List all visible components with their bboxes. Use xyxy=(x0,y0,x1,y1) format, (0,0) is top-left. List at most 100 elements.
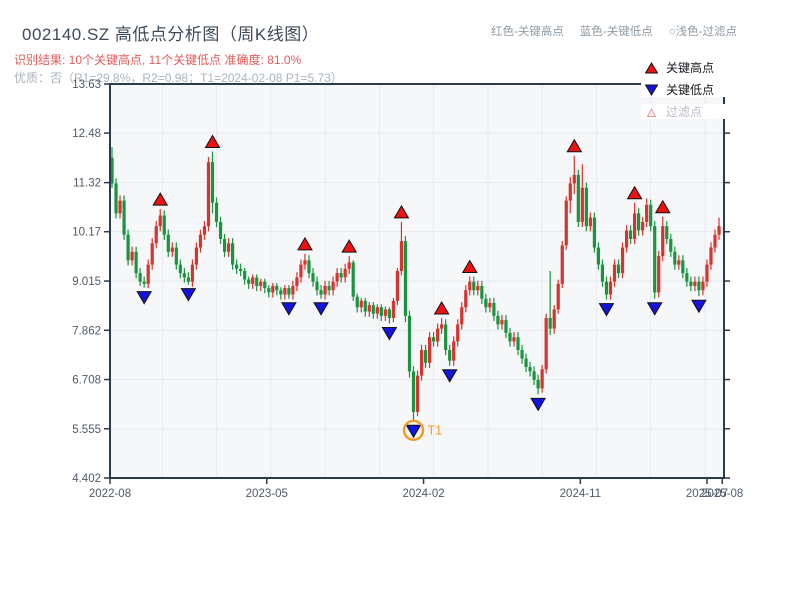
candle xyxy=(444,324,448,350)
candle xyxy=(588,217,592,227)
legend-label-key-low: 关键低点 xyxy=(666,82,715,97)
key-high-marker xyxy=(461,259,478,274)
candle xyxy=(600,264,605,282)
candle xyxy=(367,305,371,312)
candle xyxy=(564,200,568,246)
candle xyxy=(685,273,689,282)
candle xyxy=(468,281,472,291)
candle xyxy=(202,226,207,235)
candle xyxy=(415,375,420,412)
key-low-marker xyxy=(530,397,546,412)
candle xyxy=(363,300,367,312)
candle xyxy=(327,285,331,291)
candle xyxy=(323,285,327,295)
candle xyxy=(628,230,633,239)
color-hint-legend: 红色-关键高点 蓝色-关键低点 ○浅色-过滤点 xyxy=(491,23,737,39)
candle xyxy=(496,315,500,325)
candle xyxy=(375,307,379,314)
filtered-triangle-icon xyxy=(646,107,657,117)
candle xyxy=(596,247,601,265)
candle xyxy=(423,349,428,363)
candle xyxy=(166,234,170,252)
candle xyxy=(170,247,174,252)
x-tick-label: 2023-05 xyxy=(246,488,288,500)
candle xyxy=(263,281,267,289)
candle xyxy=(359,300,363,308)
candle xyxy=(226,243,231,252)
key-low-marker xyxy=(281,302,297,316)
y-tick-label: 4.402 xyxy=(72,473,101,485)
candle xyxy=(524,358,528,368)
x-tick-label: 2024-02 xyxy=(402,488,444,500)
key-low-marker xyxy=(646,302,663,316)
key-low-marker xyxy=(598,303,615,317)
candle xyxy=(464,290,468,308)
candle xyxy=(653,226,657,293)
candle xyxy=(669,238,673,252)
candle xyxy=(399,241,404,272)
candle xyxy=(432,337,436,342)
candle xyxy=(319,290,323,295)
candle xyxy=(235,264,239,269)
candle xyxy=(206,162,211,227)
candle xyxy=(624,230,629,248)
candle xyxy=(182,273,186,278)
key-low-marker xyxy=(691,299,707,314)
candle xyxy=(713,234,717,248)
candle xyxy=(307,260,311,274)
candle xyxy=(391,300,395,318)
candle xyxy=(641,221,645,231)
candle xyxy=(379,307,383,316)
candle xyxy=(419,349,424,376)
candle xyxy=(500,320,504,325)
y-tick-label: 5.555 xyxy=(72,424,101,436)
candle xyxy=(130,251,134,261)
candle xyxy=(508,332,512,342)
candle xyxy=(456,324,460,342)
chart-legend: 关键高点 关键低点 过滤点 xyxy=(641,60,741,119)
candle xyxy=(299,264,303,278)
hint-key-high: 红色-关键高点 xyxy=(491,26,564,38)
t1-circle-annotation xyxy=(402,419,425,441)
candle xyxy=(110,157,114,184)
legend-item-key-high: 关键高点 xyxy=(641,60,741,75)
key-high-marker xyxy=(152,192,169,206)
candle xyxy=(395,271,400,301)
candle xyxy=(283,288,287,295)
t1-label: T1 xyxy=(428,423,443,437)
candle xyxy=(186,277,190,282)
candle xyxy=(295,277,299,286)
candle xyxy=(576,174,580,222)
candle xyxy=(371,305,375,314)
candle xyxy=(355,296,359,308)
candle xyxy=(657,256,661,293)
candle xyxy=(544,317,548,370)
candle xyxy=(516,337,520,350)
y-tick-label: 6.708 xyxy=(72,375,101,387)
candle xyxy=(231,243,235,265)
candle xyxy=(452,341,456,361)
candle xyxy=(693,281,697,286)
key-low-marker xyxy=(441,369,458,383)
legend-label-filtered: 过滤点 xyxy=(666,104,703,119)
candle xyxy=(697,281,701,291)
candle xyxy=(709,247,713,265)
candle xyxy=(560,245,564,284)
candle xyxy=(275,285,279,291)
candle xyxy=(222,238,227,252)
candle xyxy=(335,273,339,282)
y-tick-label: 10.17 xyxy=(72,227,101,239)
candle xyxy=(411,371,416,412)
x-tick-label: 2025-08 xyxy=(701,488,743,500)
candle xyxy=(633,213,637,239)
candle xyxy=(512,337,516,342)
candle xyxy=(580,187,584,222)
candle xyxy=(154,226,158,244)
candle xyxy=(645,204,649,222)
key-high-marker xyxy=(297,236,313,251)
candle xyxy=(673,251,677,265)
key-high-marker xyxy=(654,199,671,214)
candle xyxy=(476,285,480,291)
x-tick-label: 2022-08 xyxy=(89,488,131,500)
